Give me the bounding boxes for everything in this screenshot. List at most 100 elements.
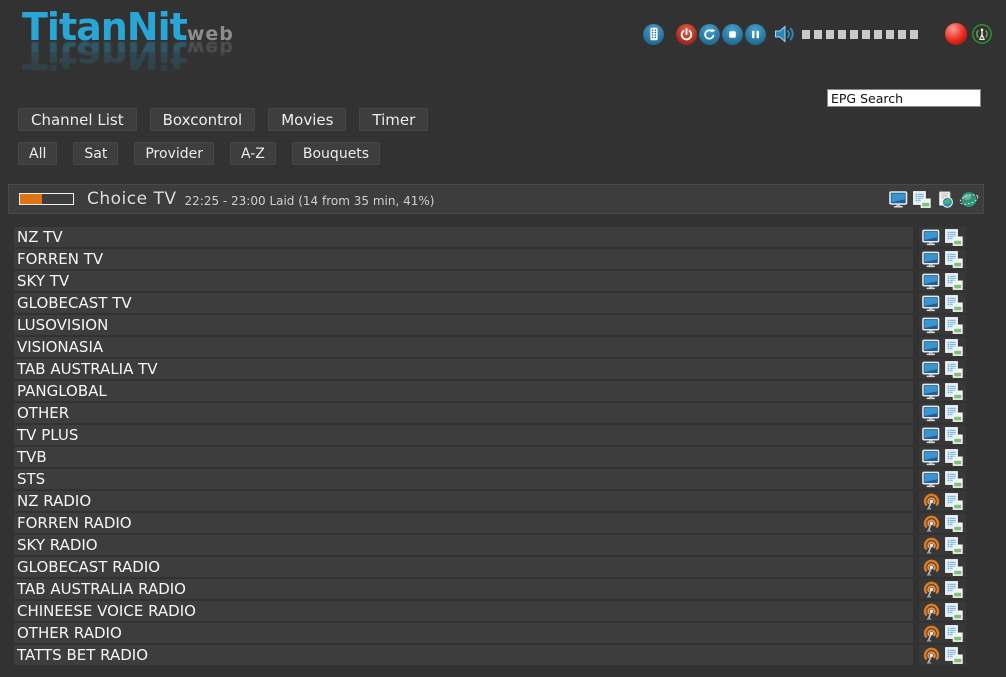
epg-list-icon[interactable] xyxy=(913,190,931,208)
epg-icon[interactable] xyxy=(944,514,963,532)
epg-icon[interactable] xyxy=(945,382,963,400)
tv-icon[interactable] xyxy=(922,317,940,334)
pause-button[interactable] xyxy=(745,23,766,45)
channel-row-main[interactable]: FORREN TV xyxy=(14,249,913,269)
volume-block[interactable] xyxy=(898,29,906,39)
channel-row-main[interactable]: STS xyxy=(14,469,913,489)
epg-search-input[interactable] xyxy=(827,89,981,107)
monitor-icon[interactable] xyxy=(889,190,908,208)
epg-icon[interactable] xyxy=(945,338,963,356)
channel-row-main[interactable]: TATTS BET RADIO xyxy=(14,645,913,665)
epg-icon[interactable] xyxy=(944,536,963,554)
radio-icon[interactable] xyxy=(923,537,940,554)
tv-icon[interactable] xyxy=(922,273,940,290)
epg-icon[interactable] xyxy=(944,624,963,642)
channel-row-main[interactable]: OTHER xyxy=(14,403,913,423)
channel-row-main[interactable]: TVB xyxy=(14,447,913,467)
channel-row-actions xyxy=(919,381,966,401)
channel-row-main[interactable]: VISIONASIA xyxy=(14,337,913,357)
stop-button[interactable] xyxy=(722,23,743,45)
nav-movies-button[interactable]: Movies xyxy=(268,108,347,131)
channel-row: NZ RADIO xyxy=(14,491,966,511)
tv-icon[interactable] xyxy=(922,471,940,488)
tv-icon[interactable] xyxy=(922,427,940,444)
volume-block[interactable] xyxy=(802,29,810,39)
epg-icon[interactable] xyxy=(945,470,963,488)
filter-sat-button[interactable]: Sat xyxy=(73,142,119,165)
stream-page-icon[interactable] xyxy=(936,190,954,208)
epg-icon[interactable] xyxy=(945,294,963,312)
volume-block[interactable] xyxy=(862,29,870,39)
tv-icon[interactable] xyxy=(922,339,940,356)
channel-name: SKY TV xyxy=(17,272,70,290)
filter-provider-button[interactable]: Provider xyxy=(134,142,214,165)
power-button[interactable] xyxy=(676,23,697,45)
channel-row-actions xyxy=(919,623,966,643)
channel-row-main[interactable]: OTHER RADIO xyxy=(14,623,913,643)
radio-icon[interactable] xyxy=(923,603,940,620)
tv-icon[interactable] xyxy=(922,383,940,400)
epg-icon[interactable] xyxy=(944,492,963,510)
filter-az-button[interactable]: A-Z xyxy=(229,142,276,165)
channel-row-main[interactable]: PANGLOBAL xyxy=(14,381,913,401)
epg-icon[interactable] xyxy=(945,404,963,422)
volume-block[interactable] xyxy=(814,29,822,39)
channel-row-main[interactable]: LUSOVISION xyxy=(14,315,913,335)
channel-row-main[interactable]: CHINEESE VOICE RADIO xyxy=(14,601,913,621)
channel-row-actions xyxy=(919,271,966,291)
channel-row-main[interactable]: NZ RADIO xyxy=(14,491,913,511)
epg-icon[interactable] xyxy=(945,426,963,444)
tv-icon[interactable] xyxy=(922,405,940,422)
remote-control-button[interactable] xyxy=(643,23,664,45)
volume-button[interactable] xyxy=(773,23,797,45)
epg-icon[interactable] xyxy=(944,646,963,664)
epg-icon[interactable] xyxy=(944,580,963,598)
epg-icon[interactable] xyxy=(945,228,963,246)
signal-antenna[interactable] xyxy=(971,23,993,45)
filter-bouquets-button[interactable]: Bouquets xyxy=(291,142,381,165)
restart-button[interactable] xyxy=(699,23,720,45)
globe-icon[interactable] xyxy=(959,190,979,209)
nav-boxcontrol-button[interactable]: Boxcontrol xyxy=(149,108,256,131)
radio-icon[interactable] xyxy=(923,493,940,510)
tv-icon[interactable] xyxy=(922,361,940,378)
radio-icon[interactable] xyxy=(923,647,940,664)
channel-row-main[interactable]: TAB AUSTRALIA RADIO xyxy=(14,579,913,599)
epg-icon[interactable] xyxy=(944,558,963,576)
channel-row-main[interactable]: FORREN RADIO xyxy=(14,513,913,533)
channel-row-actions xyxy=(919,491,966,511)
volume-block[interactable] xyxy=(910,29,918,39)
tv-icon[interactable] xyxy=(922,295,940,312)
nav-timer-button[interactable]: Timer xyxy=(359,108,429,131)
channel-row-main[interactable]: NZ TV xyxy=(14,227,913,247)
volume-block[interactable] xyxy=(850,29,858,39)
volume-block[interactable] xyxy=(826,29,834,39)
epg-icon[interactable] xyxy=(945,316,963,334)
epg-icon[interactable] xyxy=(944,602,963,620)
volume-block[interactable] xyxy=(838,29,846,39)
radio-icon[interactable] xyxy=(923,581,940,598)
nav-channel-list-button[interactable]: Channel List xyxy=(18,108,137,131)
epg-icon[interactable] xyxy=(945,250,963,268)
channel-row-actions xyxy=(919,425,966,445)
channel-row-main[interactable]: GLOBECAST TV xyxy=(14,293,913,313)
volume-block[interactable] xyxy=(886,29,894,39)
radio-icon[interactable] xyxy=(923,515,940,532)
record-indicator[interactable] xyxy=(945,23,967,45)
channel-row-actions xyxy=(919,403,966,423)
tv-icon[interactable] xyxy=(922,449,940,466)
channel-row-main[interactable]: TV PLUS xyxy=(14,425,913,445)
epg-icon[interactable] xyxy=(945,272,963,290)
channel-row-main[interactable]: SKY RADIO xyxy=(14,535,913,555)
filter-all-button[interactable]: All xyxy=(18,142,58,165)
volume-block[interactable] xyxy=(874,29,882,39)
channel-row-main[interactable]: GLOBECAST RADIO xyxy=(14,557,913,577)
tv-icon[interactable] xyxy=(922,251,940,268)
epg-icon[interactable] xyxy=(945,448,963,466)
channel-row-main[interactable]: TAB AUSTRALIA TV xyxy=(14,359,913,379)
tv-icon[interactable] xyxy=(922,229,940,246)
epg-icon[interactable] xyxy=(945,360,963,378)
radio-icon[interactable] xyxy=(923,559,940,576)
channel-row-main[interactable]: SKY TV xyxy=(14,271,913,291)
radio-icon[interactable] xyxy=(923,625,940,642)
